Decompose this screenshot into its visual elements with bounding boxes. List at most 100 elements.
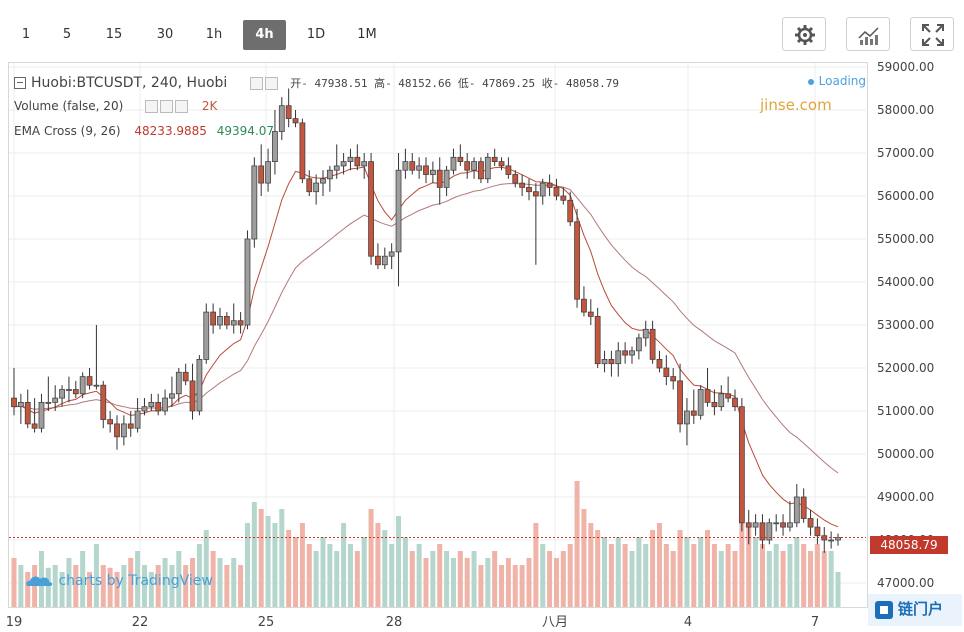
- volume-bar: [801, 544, 807, 607]
- candle-body: [601, 358, 608, 365]
- interval-4h[interactable]: 4h: [243, 20, 286, 50]
- candle-body: [347, 156, 354, 163]
- y-axis: 47000.0048000.0049000.0050000.0051000.00…: [877, 60, 934, 590]
- x-tick-label: 八月: [542, 615, 568, 630]
- volume-bar: [347, 544, 353, 607]
- volume-bar: [821, 551, 827, 607]
- volume-bar: [299, 523, 305, 607]
- interval-30[interactable]: 30: [156, 27, 174, 42]
- interval-1D[interactable]: 1D: [306, 27, 326, 42]
- volume-bar: [650, 530, 656, 607]
- legend-symbol-row: Huobi:BTCUSDT, 240, Huobi 开- 47938.51 高-…: [14, 75, 619, 91]
- candle-body: [814, 526, 821, 537]
- candle: [361, 153, 368, 179]
- volume-bar: [80, 551, 86, 607]
- x-tick-label: 28: [386, 615, 403, 630]
- volume-bar: [663, 544, 669, 607]
- volume-bar: [746, 523, 752, 607]
- volume-bar: [602, 537, 608, 607]
- interval-toolbar: 1 5 15 30 1h 4h 1D 1M: [0, 0, 964, 60]
- candle: [471, 157, 477, 179]
- interval-1[interactable]: 1: [21, 27, 31, 42]
- candle-body: [457, 156, 464, 163]
- candle-body: [759, 522, 766, 541]
- candle-body: [738, 406, 745, 524]
- candle-body: [148, 401, 155, 408]
- volume-bar: [759, 544, 765, 607]
- candle-body: [203, 311, 210, 360]
- candle: [773, 514, 780, 532]
- candle-body: [79, 376, 86, 395]
- settings-square-icon[interactable]: [249, 76, 263, 90]
- volume-bar: [725, 544, 731, 607]
- candle-body: [505, 165, 512, 175]
- candle-body: [31, 423, 38, 429]
- candle-body: [354, 156, 361, 167]
- candle-body: [120, 423, 127, 438]
- close-square-icon[interactable]: [264, 76, 278, 90]
- candle: [546, 174, 553, 196]
- candle: [395, 153, 402, 287]
- y-tick-label: 54000.00: [877, 275, 934, 289]
- interval-15[interactable]: 15: [105, 27, 123, 42]
- candle-body: [72, 389, 79, 395]
- volume-bar: [567, 544, 573, 607]
- volume-bar: [375, 523, 381, 607]
- candle: [443, 165, 450, 196]
- candle-body: [313, 182, 320, 193]
- candle: [148, 393, 155, 411]
- candle: [718, 385, 725, 411]
- fullscreen-button[interactable]: [910, 17, 954, 51]
- candle: [272, 110, 278, 175]
- symbol-label: Huobi:BTCUSDT, 240, Huobi: [31, 75, 228, 91]
- candle: [635, 333, 642, 360]
- candle: [217, 307, 223, 330]
- volume-bar: [430, 551, 436, 607]
- candle: [450, 148, 457, 175]
- candle: [601, 350, 608, 373]
- ema-fast-value: 48233.9885: [134, 124, 207, 138]
- candle-body: [107, 419, 114, 425]
- tradingview-logo[interactable]: charts by TradingView: [26, 573, 213, 589]
- candle: [162, 389, 168, 416]
- y-tick-label: 50000.00: [877, 447, 934, 461]
- volume-bar: [135, 551, 141, 607]
- settings-button[interactable]: [782, 17, 826, 51]
- volume-bar: [196, 544, 202, 607]
- interval-1M[interactable]: 1M: [357, 27, 377, 42]
- candle: [835, 533, 841, 546]
- volume-bar: [306, 544, 312, 607]
- candle-body: [642, 328, 649, 339]
- y-tick-label: 47000.00: [877, 576, 934, 590]
- collapse-icon[interactable]: [14, 77, 26, 89]
- loading-dot-icon: [807, 78, 814, 85]
- volume-bar: [450, 558, 456, 607]
- settings-square-icon[interactable]: [160, 100, 174, 113]
- volume-bar: [272, 523, 278, 607]
- candle: [505, 157, 512, 179]
- interval-5[interactable]: 5: [62, 27, 72, 42]
- candle: [711, 389, 718, 416]
- volume-bar: [382, 530, 388, 607]
- y-tick-label: 59000.00: [877, 60, 934, 74]
- volume-bar: [121, 565, 127, 607]
- candle-body: [409, 161, 416, 171]
- candle-body: [478, 161, 484, 180]
- candle-body: [182, 371, 189, 382]
- y-tick-label: 58000.00: [877, 103, 934, 117]
- volume-bar: [471, 551, 477, 607]
- candle: [230, 303, 237, 334]
- tradingview-text: charts by TradingView: [58, 573, 213, 589]
- interval-1h[interactable]: 1h: [205, 27, 223, 42]
- volume-bar: [643, 544, 649, 607]
- candle-body: [443, 169, 450, 188]
- candle-body: [285, 105, 292, 119]
- volume-bar: [320, 537, 326, 607]
- eye-square-icon[interactable]: [145, 100, 159, 113]
- volume-bar: [615, 537, 621, 607]
- volume-bar: [402, 537, 408, 607]
- volume-bar: [499, 565, 505, 607]
- indicators-button[interactable]: [846, 17, 890, 51]
- close-square-icon[interactable]: [175, 100, 189, 113]
